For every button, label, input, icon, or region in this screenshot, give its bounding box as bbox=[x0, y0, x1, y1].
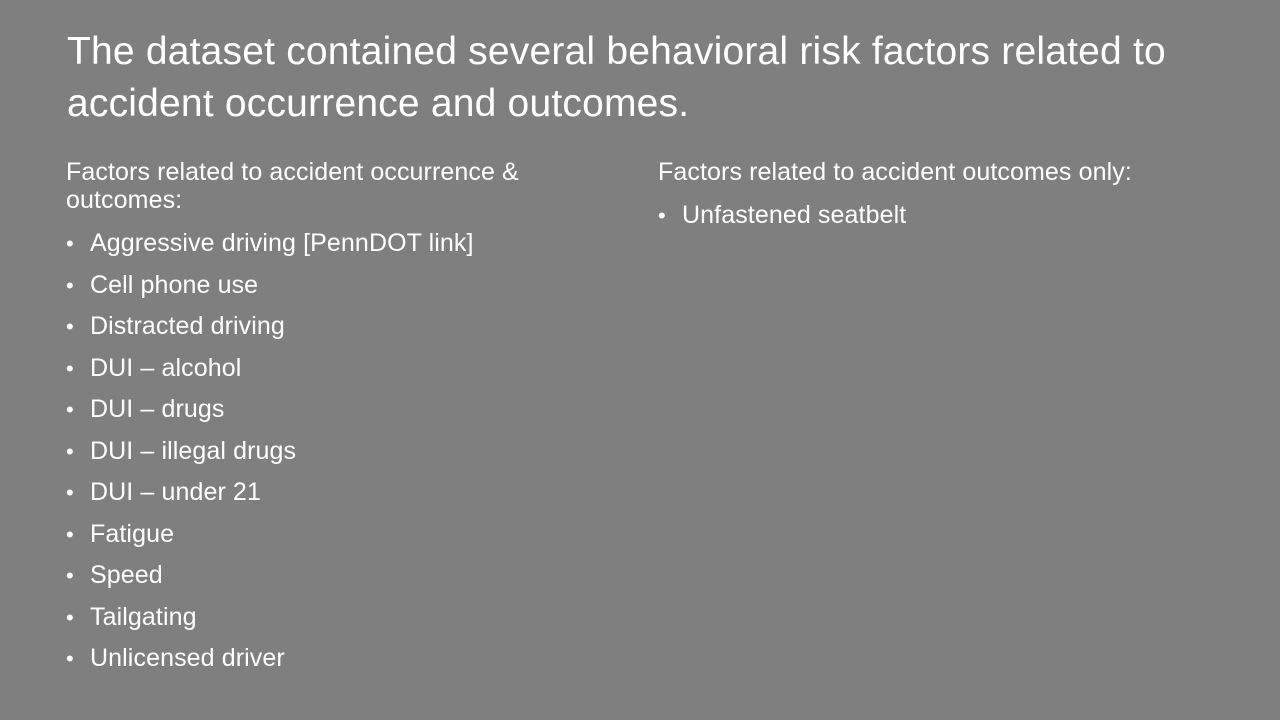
bullet-distracted-driving: • Distracted driving bbox=[66, 306, 626, 348]
bullet-text: Aggressive driving [PennDOT link] bbox=[90, 229, 474, 257]
bullet-icon: • bbox=[66, 480, 74, 505]
bullet-text: Unfastened seatbelt bbox=[682, 201, 907, 229]
bullet-text: Tailgating bbox=[90, 602, 197, 631]
bullet-speed: • Speed bbox=[66, 555, 626, 597]
bullet-tailgating: • Tailgating bbox=[66, 597, 626, 639]
bullet-text: Unlicensed driver bbox=[90, 644, 285, 672]
bullet-unfastened-seatbelt: • Unfastened seatbelt bbox=[658, 195, 1218, 237]
left-column-heading: Factors related to accident occurrence &… bbox=[66, 158, 519, 214]
bullet-icon: • bbox=[66, 604, 74, 630]
bullet-icon: • bbox=[66, 355, 74, 381]
bullet-icon: • bbox=[66, 272, 74, 298]
bullet-dui-illegal-drugs: • DUI – illegal drugs bbox=[66, 431, 626, 473]
bullet-cell-phone-use: • Cell phone use bbox=[66, 265, 626, 307]
bullet-text: DUI – drugs bbox=[90, 395, 225, 423]
right-bullet-list: • Unfastened seatbelt bbox=[658, 195, 1218, 237]
bullet-icon: • bbox=[66, 521, 74, 547]
bullet-icon: • bbox=[66, 563, 74, 588]
left-bullet-list: • Aggressive driving [PennDOT link] • Cell… bbox=[66, 223, 626, 680]
bullet-unlicensed-driver: • Unlicensed driver bbox=[66, 638, 626, 680]
bullet-text: DUI – illegal drugs bbox=[90, 436, 297, 465]
bullet-icon: • bbox=[66, 231, 74, 256]
right-column: Factors related to accident outcomes onl… bbox=[658, 158, 1218, 237]
bullet-dui-alcohol: • DUI – alcohol bbox=[66, 348, 626, 390]
slide-title: The dataset contained several behavioral… bbox=[67, 30, 1166, 125]
bullet-text: Cell phone use bbox=[90, 270, 259, 299]
bullet-text: Distracted driving bbox=[90, 312, 285, 340]
bullet-dui-drugs: • DUI – drugs bbox=[66, 389, 626, 431]
bullet-icon: • bbox=[66, 646, 74, 671]
bullet-text: Fatigue bbox=[90, 519, 175, 548]
bullet-icon: • bbox=[658, 203, 666, 228]
bullet-aggressive-driving: • Aggressive driving [PennDOT link] bbox=[66, 223, 626, 265]
bullet-text: DUI – alcohol bbox=[90, 353, 242, 382]
bullet-icon: • bbox=[66, 397, 74, 422]
bullet-text: DUI – under 21 bbox=[90, 478, 261, 506]
left-column: Factors related to accident occurrence &… bbox=[66, 158, 626, 680]
bullet-text: Speed bbox=[90, 561, 163, 589]
bullet-icon: • bbox=[66, 438, 74, 464]
bullet-dui-under-21: • DUI – under 21 bbox=[66, 472, 626, 514]
bullet-icon: • bbox=[66, 314, 74, 339]
bullet-fatigue: • Fatigue bbox=[66, 514, 626, 556]
right-column-heading: Factors related to accident outcomes onl… bbox=[658, 158, 1132, 186]
